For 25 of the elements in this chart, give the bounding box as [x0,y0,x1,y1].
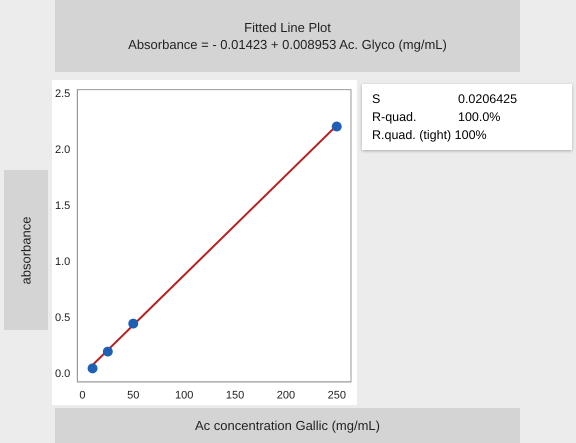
y-tick-label: 0.0 [54,368,70,380]
text: R.quad. (tight) 100% [372,127,488,144]
x-tick-label: 250 [328,389,346,402]
y-tick-label: 1.5 [54,200,70,212]
x-tick-label: 100 [174,389,194,402]
x-axis-title: Ac concentration Gallic (mg/mL) [55,408,520,443]
point [332,122,342,132]
x-tick-label: 50 [127,389,140,402]
point [102,346,113,357]
x-tick-label: 150 [226,389,244,402]
y-axis-title: absorbance [18,216,34,284]
x-tick-label: 0 [79,389,86,402]
y-tick-label: 0.5 [54,312,70,324]
chart-title: Fitted Line Plot [244,20,331,35]
y-tick-label: 1.0 [54,256,70,268]
point [128,318,138,329]
text: R-quad. [372,109,418,126]
text: S [372,91,382,108]
chart-subtitle: Absorbance = - 0.01423 + 0.008953 Ac. Glyco (mg/mL) [128,37,447,52]
y-tick-label: 2.0 [54,144,70,156]
point [88,363,98,374]
x-tick-label: 200 [276,389,296,402]
y-tick-label: 2.5 [54,88,70,100]
text: 100.0% [458,109,502,126]
text: 0.0206425 [458,91,518,108]
